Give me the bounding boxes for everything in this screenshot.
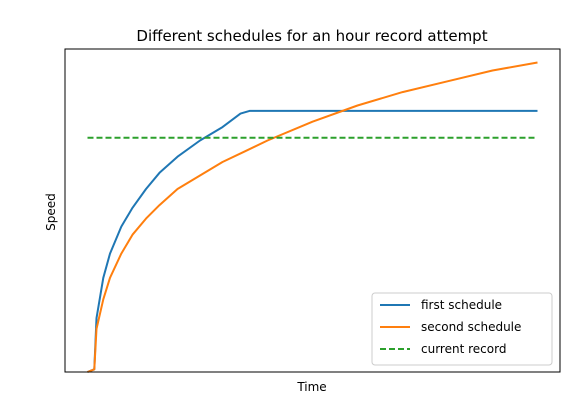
chart-title: Different schedules for an hour record a… [136, 27, 487, 45]
series-line-1 [87, 61, 538, 373]
y-axis-label: Speed [44, 193, 58, 231]
legend-label-1: second schedule [421, 320, 521, 334]
legend-box [371, 292, 553, 366]
legend-label-2: current record [421, 342, 506, 356]
series-line-0 [87, 109, 538, 373]
axes-frame [64, 48, 561, 373]
legend-label-0: first schedule [421, 298, 502, 312]
legend: first schedule second schedule current rec… [371, 292, 553, 366]
plot-area [87, 61, 538, 373]
x-axis-label: Time [296, 380, 326, 394]
